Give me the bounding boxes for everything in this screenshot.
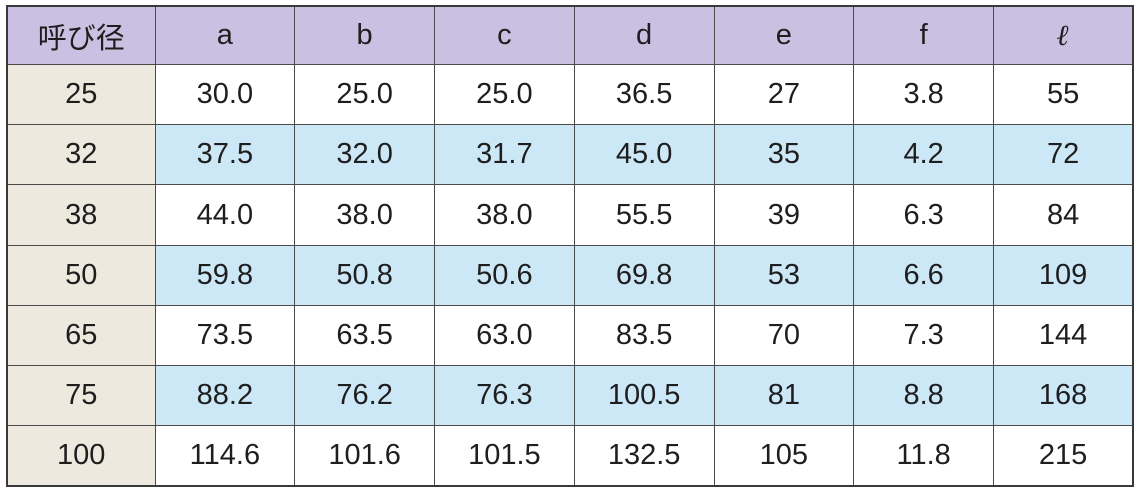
table-cell: 35: [713, 124, 855, 186]
table-cell: 144: [993, 304, 1134, 367]
table-cell: 55: [993, 63, 1134, 126]
header-row: 呼び径 a b c d e f ℓ: [6, 5, 1134, 65]
table-cell: 69.8: [573, 244, 715, 306]
table-cell: 72: [993, 124, 1134, 186]
table-row: 100 114.6 101.6 101.5 132.5 105 11.8 215: [6, 425, 1134, 487]
row-label: 32: [6, 124, 156, 186]
row-label: 65: [6, 304, 156, 367]
table-cell: 132.5: [573, 425, 715, 487]
header-f: f: [853, 5, 994, 65]
table-cell: 3.8: [853, 63, 994, 126]
table-cell: 215: [993, 425, 1134, 487]
table-cell: 39: [713, 184, 855, 246]
table-row: 75 88.2 76.2 76.3 100.5 81 8.8 168: [6, 365, 1134, 427]
table-cell: 73.5: [154, 304, 296, 367]
table-cell: 50.8: [294, 244, 435, 306]
table-cell: 7.3: [853, 304, 994, 367]
table-cell: 27: [713, 63, 855, 126]
table-cell: 81: [713, 365, 855, 427]
table-cell: 44.0: [154, 184, 296, 246]
header-l: ℓ: [993, 5, 1134, 65]
row-label: 75: [6, 365, 156, 427]
header-a: a: [154, 5, 296, 65]
dimension-table: 呼び径 a b c d e f ℓ 25 30.0 25.0 25.0 36.5…: [6, 5, 1135, 487]
table-cell: 30.0: [154, 63, 296, 126]
table-cell: 25.0: [434, 63, 575, 126]
table-cell: 55.5: [573, 184, 715, 246]
table-cell: 53: [713, 244, 855, 306]
table-cell: 36.5: [573, 63, 715, 126]
table-cell: 63.5: [294, 304, 435, 367]
table-cell: 59.8: [154, 244, 296, 306]
table-row: 32 37.5 32.0 31.7 45.0 35 4.2 72: [6, 124, 1134, 186]
table-cell: 101.6: [294, 425, 435, 487]
table-row: 38 44.0 38.0 38.0 55.5 39 6.3 84: [6, 184, 1134, 246]
table-cell: 25.0: [294, 63, 435, 126]
table-cell: 38.0: [434, 184, 575, 246]
header-nominal-diameter: 呼び径: [6, 5, 156, 65]
table-cell: 70: [713, 304, 855, 367]
header-b: b: [294, 5, 435, 65]
table-cell: 168: [993, 365, 1134, 427]
dimension-table-container: 呼び径 a b c d e f ℓ 25 30.0 25.0 25.0 36.5…: [6, 5, 1135, 487]
table-cell: 4.2: [853, 124, 994, 186]
table-cell: 83.5: [573, 304, 715, 367]
table-cell: 114.6: [154, 425, 296, 487]
row-label: 100: [6, 425, 156, 487]
table-cell: 101.5: [434, 425, 575, 487]
table-cell: 8.8: [853, 365, 994, 427]
table-row: 25 30.0 25.0 25.0 36.5 27 3.8 55: [6, 63, 1134, 126]
table-row: 50 59.8 50.8 50.6 69.8 53 6.6 109: [6, 244, 1134, 306]
table-cell: 109: [993, 244, 1134, 306]
table-cell: 37.5: [154, 124, 296, 186]
table-cell: 32.0: [294, 124, 435, 186]
table-cell: 45.0: [573, 124, 715, 186]
header-d: d: [573, 5, 715, 65]
table-cell: 88.2: [154, 365, 296, 427]
table-cell: 100.5: [573, 365, 715, 427]
table-cell: 6.3: [853, 184, 994, 246]
table-cell: 11.8: [853, 425, 994, 487]
table-cell: 84: [993, 184, 1134, 246]
table-cell: 38.0: [294, 184, 435, 246]
table-cell: 105: [713, 425, 855, 487]
table-cell: 31.7: [434, 124, 575, 186]
table-row: 65 73.5 63.5 63.0 83.5 70 7.3 144: [6, 304, 1134, 367]
table-cell: 6.6: [853, 244, 994, 306]
table-cell: 63.0: [434, 304, 575, 367]
table-cell: 76.3: [434, 365, 575, 427]
header-c: c: [434, 5, 575, 65]
header-e: e: [713, 5, 855, 65]
table-cell: 76.2: [294, 365, 435, 427]
table-cell: 50.6: [434, 244, 575, 306]
row-label: 38: [6, 184, 156, 246]
row-label: 25: [6, 63, 156, 126]
row-label: 50: [6, 244, 156, 306]
